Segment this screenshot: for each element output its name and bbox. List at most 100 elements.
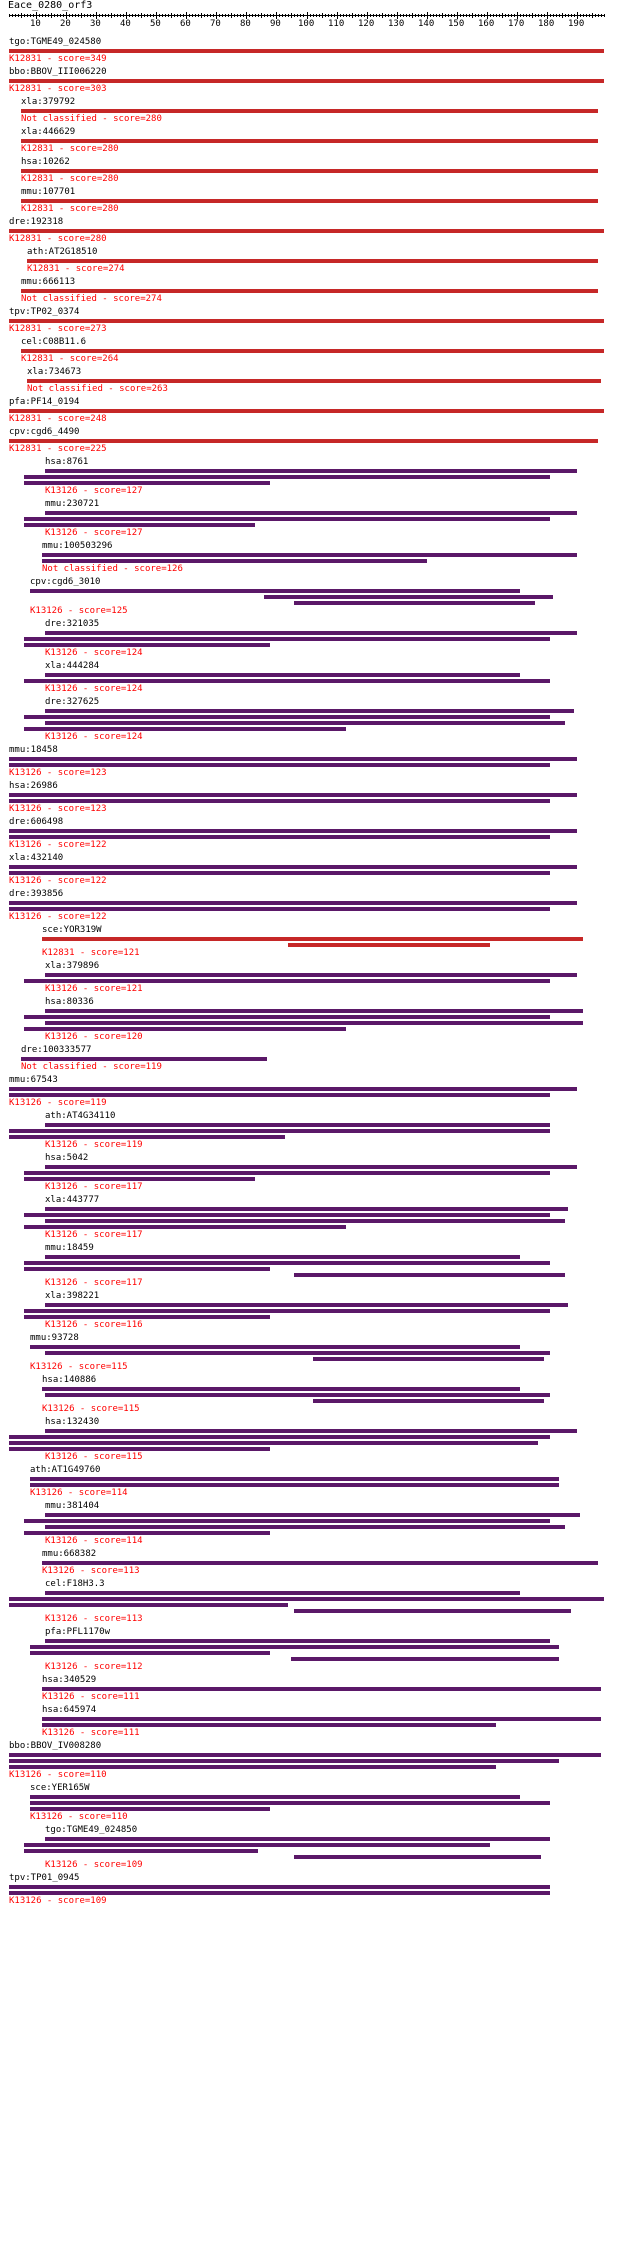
hit-gene-link[interactable]: mmu:668382 bbox=[42, 1549, 97, 1559]
hit-gene-link[interactable]: mmu:18458 bbox=[9, 745, 58, 755]
hit-gene-link[interactable]: xla:379896 bbox=[45, 961, 100, 971]
hit-ko-score-link[interactable]: K12831 - score=303 bbox=[9, 84, 107, 94]
hit-gene-link[interactable]: xla:432140 bbox=[9, 853, 64, 863]
alignment-bar[interactable] bbox=[21, 169, 598, 173]
alignment-bar[interactable] bbox=[42, 1717, 601, 1721]
alignment-bar[interactable] bbox=[9, 1603, 288, 1607]
alignment-bar[interactable] bbox=[24, 1843, 490, 1847]
alignment-bar[interactable] bbox=[9, 49, 604, 53]
hit-ko-score-link[interactable]: K13126 - score=127 bbox=[45, 486, 143, 496]
alignment-bar[interactable] bbox=[9, 1891, 550, 1895]
hit-gene-link[interactable]: cpv:cgd6_3010 bbox=[30, 577, 101, 587]
alignment-bar[interactable] bbox=[9, 1759, 559, 1763]
alignment-bar[interactable] bbox=[24, 1261, 550, 1265]
alignment-bar[interactable] bbox=[9, 1087, 577, 1091]
hit-gene-link[interactable]: dre:321035 bbox=[45, 619, 100, 629]
hit-gene-link[interactable]: dre:393856 bbox=[9, 889, 64, 899]
hit-gene-link[interactable]: xla:443777 bbox=[45, 1195, 100, 1205]
hit-ko-score-link[interactable]: K13126 - score=124 bbox=[45, 684, 143, 694]
hit-ko-score-link[interactable]: K13126 - score=110 bbox=[9, 1770, 107, 1780]
hit-gene-link[interactable]: mmu:100503296 bbox=[42, 541, 113, 551]
alignment-bar[interactable] bbox=[9, 229, 604, 233]
alignment-bar[interactable] bbox=[42, 1387, 520, 1391]
alignment-bar[interactable] bbox=[9, 901, 577, 905]
hit-ko-score-link[interactable]: Not classified - score=263 bbox=[27, 384, 168, 394]
alignment-bar[interactable] bbox=[45, 1525, 565, 1529]
hit-ko-score-link[interactable]: K13126 - score=119 bbox=[9, 1098, 107, 1108]
hit-gene-link[interactable]: tgo:TGME49_024850 bbox=[45, 1825, 138, 1835]
hit-ko-score-link[interactable]: K13126 - score=115 bbox=[42, 1404, 140, 1414]
alignment-bar[interactable] bbox=[21, 289, 598, 293]
alignment-bar[interactable] bbox=[9, 793, 577, 797]
alignment-bar[interactable] bbox=[45, 709, 574, 713]
hit-gene-link[interactable]: xla:734673 bbox=[27, 367, 82, 377]
alignment-bar[interactable] bbox=[42, 1561, 598, 1565]
hit-gene-link[interactable]: ath:AT2G18510 bbox=[27, 247, 98, 257]
alignment-bar[interactable] bbox=[9, 439, 598, 443]
alignment-bar[interactable] bbox=[24, 1849, 258, 1853]
hit-gene-link[interactable]: mmu:107701 bbox=[21, 187, 76, 197]
hit-ko-score-link[interactable]: Not classified - score=126 bbox=[42, 564, 183, 574]
hit-ko-score-link[interactable]: Not classified - score=280 bbox=[21, 114, 162, 124]
alignment-bar[interactable] bbox=[313, 1357, 544, 1361]
hit-gene-link[interactable]: cpv:cgd6_4490 bbox=[9, 427, 80, 437]
hit-gene-link[interactable]: hsa:132430 bbox=[45, 1417, 100, 1427]
alignment-bar[interactable] bbox=[24, 481, 270, 485]
hit-ko-score-link[interactable]: K13126 - score=115 bbox=[45, 1452, 143, 1462]
alignment-bar[interactable] bbox=[294, 1609, 571, 1613]
hit-ko-score-link[interactable]: K12831 - score=280 bbox=[21, 144, 119, 154]
alignment-bar[interactable] bbox=[24, 1519, 550, 1523]
alignment-bar[interactable] bbox=[9, 1129, 550, 1133]
hit-ko-score-link[interactable]: K13126 - score=117 bbox=[45, 1230, 143, 1240]
alignment-bar[interactable] bbox=[21, 139, 598, 143]
alignment-bar[interactable] bbox=[24, 979, 550, 983]
alignment-bar[interactable] bbox=[45, 631, 577, 635]
hit-ko-score-link[interactable]: K12831 - score=349 bbox=[9, 54, 107, 64]
hit-gene-link[interactable]: hsa:645974 bbox=[42, 1705, 97, 1715]
alignment-bar[interactable] bbox=[45, 973, 577, 977]
alignment-bar[interactable] bbox=[45, 1837, 550, 1841]
hit-ko-score-link[interactable]: K13126 - score=113 bbox=[45, 1614, 143, 1624]
hit-ko-score-link[interactable]: K13126 - score=112 bbox=[45, 1662, 143, 1672]
alignment-bar[interactable] bbox=[264, 595, 553, 599]
hit-ko-score-link[interactable]: K13126 - score=114 bbox=[45, 1536, 143, 1546]
hit-gene-link[interactable]: ath:AT1G49760 bbox=[30, 1465, 101, 1475]
alignment-bar[interactable] bbox=[21, 349, 604, 353]
alignment-bar[interactable] bbox=[294, 1855, 541, 1859]
alignment-bar[interactable] bbox=[30, 1801, 550, 1805]
hit-gene-link[interactable]: mmu:18459 bbox=[45, 1243, 94, 1253]
hit-gene-link[interactable]: hsa:26986 bbox=[9, 781, 58, 791]
alignment-bar[interactable] bbox=[9, 1885, 550, 1889]
alignment-bar[interactable] bbox=[9, 1435, 550, 1439]
alignment-bar[interactable] bbox=[45, 1255, 520, 1259]
alignment-bar[interactable] bbox=[45, 1303, 568, 1307]
hit-gene-link[interactable]: ath:AT4G34110 bbox=[45, 1111, 116, 1121]
alignment-bar[interactable] bbox=[24, 637, 550, 641]
alignment-bar[interactable] bbox=[9, 319, 604, 323]
alignment-bar[interactable] bbox=[9, 1447, 270, 1451]
alignment-bar[interactable] bbox=[24, 517, 550, 521]
alignment-bar[interactable] bbox=[27, 379, 601, 383]
hit-gene-link[interactable]: hsa:10262 bbox=[21, 157, 70, 167]
hit-ko-score-link[interactable]: K13126 - score=123 bbox=[9, 768, 107, 778]
alignment-bar[interactable] bbox=[45, 1429, 577, 1433]
hit-ko-score-link[interactable]: K13126 - score=121 bbox=[45, 984, 143, 994]
hit-gene-link[interactable]: dre:192318 bbox=[9, 217, 64, 227]
hit-gene-link[interactable]: hsa:340529 bbox=[42, 1675, 97, 1685]
hit-gene-link[interactable]: xla:446629 bbox=[21, 127, 76, 137]
alignment-bar[interactable] bbox=[9, 1441, 538, 1445]
alignment-bar[interactable] bbox=[24, 727, 346, 731]
alignment-bar[interactable] bbox=[9, 79, 604, 83]
alignment-bar[interactable] bbox=[45, 1165, 577, 1169]
alignment-bar[interactable] bbox=[9, 907, 550, 911]
hit-ko-score-link[interactable]: K13126 - score=124 bbox=[45, 648, 143, 658]
hit-gene-link[interactable]: hsa:80336 bbox=[45, 997, 94, 1007]
alignment-bar[interactable] bbox=[9, 1753, 601, 1757]
alignment-bar[interactable] bbox=[42, 1687, 601, 1691]
alignment-bar[interactable] bbox=[45, 1513, 580, 1517]
alignment-bar[interactable] bbox=[24, 1177, 255, 1181]
hit-gene-link[interactable]: sce:YOR319W bbox=[42, 925, 102, 935]
alignment-bar[interactable] bbox=[291, 1657, 559, 1661]
alignment-bar[interactable] bbox=[45, 1351, 550, 1355]
hit-gene-link[interactable]: pfa:PFL1170w bbox=[45, 1627, 111, 1637]
